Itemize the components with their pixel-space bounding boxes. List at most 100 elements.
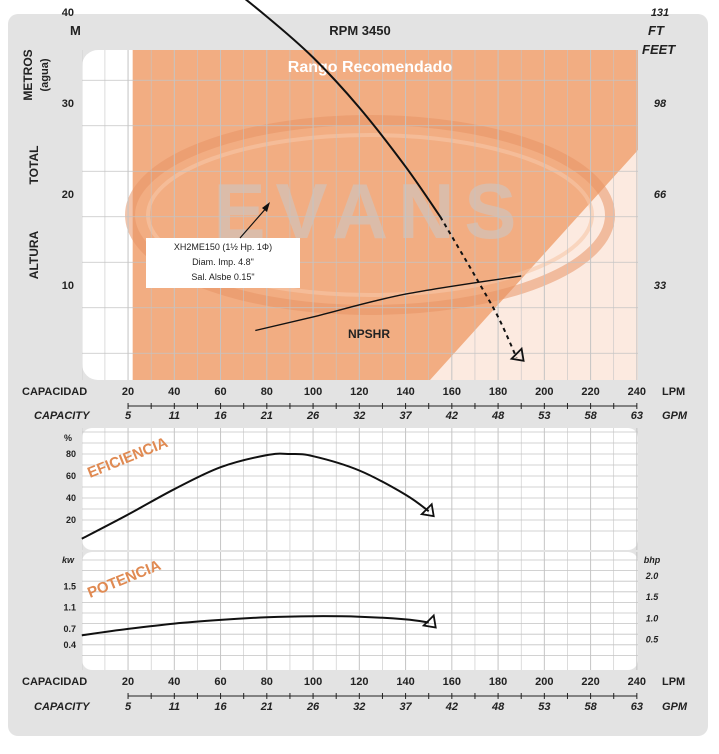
power-ytick-right: 1.5 — [646, 592, 660, 602]
lpm-tick-label: 160 — [443, 386, 461, 398]
recommended-band-group: EVANS — [125, 50, 638, 380]
power-ytick-right: 0.5 — [646, 635, 660, 645]
gpm-tick-label: 42 — [445, 701, 458, 713]
npshr-curve — [255, 275, 522, 332]
head-ytick-left: 20 — [62, 189, 74, 201]
eff-ytick: 20 — [66, 515, 76, 525]
lpm-tick-label: 60 — [214, 676, 226, 688]
tick-labels: 103320663098401315016460197%20406080kwbh… — [62, 7, 669, 650]
model-label-line2: Diam. Imp. 4.8" — [192, 257, 254, 267]
head-ytick-right: 98 — [654, 98, 667, 110]
lpm-tick-label: 220 — [581, 676, 599, 688]
eff-unit: % — [64, 433, 72, 443]
gpm-tick-label: 32 — [353, 701, 365, 713]
power-unit-bhp: bhp — [644, 555, 661, 565]
y-title-altura: ALTURA — [27, 230, 41, 279]
x-axis-0: CAPACIDAD CAPACITY LPM GPM 20 40 60 80 100 120 140… — [22, 386, 688, 422]
eff-ytick: 40 — [66, 493, 76, 503]
lpm-tick-label: 140 — [396, 676, 414, 688]
y-title-total: TOTAL — [27, 146, 41, 185]
lpm-tick-label: 100 — [304, 386, 322, 398]
eff-ytick: 80 — [66, 449, 76, 459]
lpm-tick-label: 80 — [261, 676, 273, 688]
model-label-box — [146, 238, 300, 288]
curves — [81, 0, 525, 637]
head-ytick-right: 33 — [654, 280, 666, 292]
y-title-metros: METROS — [21, 49, 35, 100]
head-curve-dashed-end — [439, 216, 518, 359]
model-label-line3: Sal. Alsbe 0.15" — [191, 272, 254, 282]
grid-panel-0 — [82, 50, 638, 380]
right-unit-ft: FT — [648, 23, 665, 38]
head-ytick-left: 10 — [62, 280, 74, 292]
watermark-ellipse-inner — [146, 133, 594, 297]
lpm-tick-label: 40 — [168, 676, 180, 688]
left-unit: M — [70, 23, 81, 38]
lpm-tick-label: 200 — [535, 676, 553, 688]
gpm-tick-label: 21 — [260, 701, 273, 713]
power-ytick-left: 0.4 — [63, 640, 76, 650]
efficiency-curve — [81, 452, 430, 540]
head-curve — [244, 0, 442, 218]
gpm-tick-label: 37 — [399, 701, 412, 713]
gpm-unit: GPM — [662, 410, 688, 422]
head-ytick-right: 131 — [651, 7, 669, 19]
lpm-tick-label: 200 — [535, 386, 553, 398]
lpm-tick-label: 60 — [214, 386, 226, 398]
lpm-unit: LPM — [662, 386, 685, 398]
lpm-tick-label: 120 — [350, 676, 368, 688]
lpm-tick-label: 40 — [168, 386, 180, 398]
gpm-tick-label: 53 — [538, 410, 550, 422]
gpm-unit: GPM — [662, 701, 688, 713]
power-ytick-right: 2.0 — [645, 571, 659, 581]
efficiency-curve-arrowhead — [419, 502, 435, 518]
grid-lines — [82, 50, 638, 670]
lpm-tick-label: 20 — [122, 386, 134, 398]
head-curve-arrowhead — [509, 346, 525, 362]
gpm-tick-label: 5 — [125, 701, 132, 713]
grid-panel-1 — [82, 428, 638, 550]
pow-hgrid — [82, 559, 638, 656]
eff-hgrid — [82, 431, 638, 532]
lpm-tick-label: 20 — [122, 676, 134, 688]
lpm-tick-label: 220 — [581, 386, 599, 398]
band-fade — [430, 150, 638, 380]
lpm-unit: LPM — [662, 676, 685, 688]
power-ytick-left: 1.1 — [63, 603, 76, 613]
gpm-tick-label: 11 — [169, 701, 180, 713]
x-axis-1: CAPACIDAD CAPACITY LPM GPM 20 40 60 80 100 120 140… — [22, 676, 688, 713]
capacidad-label: CAPACIDAD — [22, 676, 87, 688]
lpm-tick-label: 80 — [261, 386, 273, 398]
capacity-label: CAPACITY — [34, 410, 91, 422]
head-ytick-left: 30 — [62, 98, 74, 110]
gpm-tick-label: 26 — [306, 701, 320, 713]
gpm-tick-label: 63 — [631, 410, 643, 422]
model-label-pointer — [239, 205, 269, 239]
gpm-tick-label: 37 — [399, 410, 412, 422]
power-ytick-left: 0.7 — [63, 624, 76, 634]
gpm-tick-label: 48 — [491, 410, 505, 422]
gpm-tick-label: 16 — [214, 701, 227, 713]
gpm-tick-label: 63 — [631, 701, 643, 713]
gpm-tick-label: 58 — [584, 410, 597, 422]
gpm-tick-label: 53 — [538, 701, 550, 713]
x-axes: CAPACIDAD CAPACITY LPM GPM 20 40 60 80 100 120 140… — [22, 386, 688, 713]
model-label-line1: XH2ME150 (1½ Hp. 1Φ) — [174, 242, 272, 252]
lpm-tick-label: 120 — [350, 386, 368, 398]
recommended-band-label: Rango Recomendado — [288, 59, 453, 76]
gpm-tick-label: 32 — [353, 410, 365, 422]
y-title-agua: (agua) — [39, 58, 51, 91]
gpm-tick-label: 21 — [260, 410, 273, 422]
power-curve — [81, 615, 429, 637]
lpm-tick-label: 180 — [489, 676, 507, 688]
power-curve-arrowhead — [421, 613, 437, 629]
lpm-tick-label: 160 — [443, 676, 461, 688]
power-ytick-left: 1.5 — [63, 582, 76, 592]
gpm-tick-label: 42 — [445, 410, 458, 422]
head-ytick-left: 40 — [62, 7, 74, 19]
chart-title: RPM 3450 — [329, 23, 390, 38]
gpm-tick-label: 11 — [169, 410, 180, 422]
eff-ytick: 60 — [66, 471, 76, 481]
head-ytick-right: 66 — [654, 189, 667, 201]
